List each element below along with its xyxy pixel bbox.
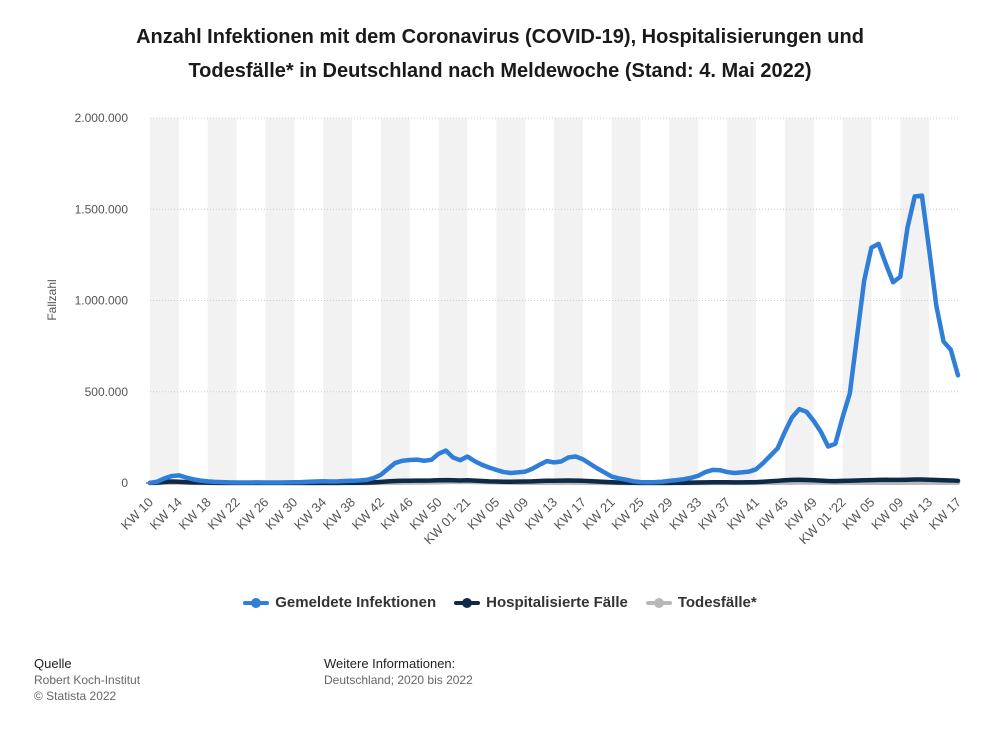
legend-label: Gemeldete Infektionen xyxy=(275,594,437,611)
legend-swatch xyxy=(645,597,672,608)
chart-title: Anzahl Infektionen mit dem Coronavirus (… xyxy=(136,26,864,82)
legend: Gemeldete Infektionen Hospitalisierte Fäl… xyxy=(0,594,1000,611)
legend-swatch xyxy=(454,597,481,608)
legend-item[interactable]: Hospitalisierte Fälle xyxy=(454,594,628,611)
source-line: © Statista 2022 xyxy=(34,689,117,703)
series-line xyxy=(147,193,961,486)
background-band xyxy=(611,118,641,483)
y-tick-label: 1.000.000 xyxy=(75,294,129,308)
y-tick-label: 0 xyxy=(121,476,128,490)
y-tick-label: 2.000.000 xyxy=(75,111,129,125)
y-tick-label: 500.000 xyxy=(85,385,129,399)
legend-swatch xyxy=(243,597,270,608)
legend-item[interactable]: Gemeldete Infektionen xyxy=(243,594,436,611)
legend-item[interactable]: Todesfälle* xyxy=(645,594,757,611)
legend-label: Todesfälle* xyxy=(677,594,757,611)
info-heading: Weitere Informationen: xyxy=(324,656,456,671)
y-tick-label: 1.500.000 xyxy=(75,202,129,216)
x-tick-label: KW 17 xyxy=(926,495,964,533)
source-line: Robert Koch-Institut xyxy=(34,673,141,687)
background-band xyxy=(380,118,410,483)
legend-label: Hospitalisierte Fälle xyxy=(486,594,628,611)
background-band xyxy=(842,118,872,483)
info-text: Deutschland; 2020 bis 2022 xyxy=(324,673,473,687)
y-axis-label: Fallzahl xyxy=(45,279,59,320)
source: Quelle Robert Koch-Institut © Statista 2… xyxy=(34,656,140,704)
info: Weitere Informationen: Deutschland; 2020… xyxy=(324,656,473,688)
source-heading: Quelle xyxy=(34,656,72,671)
